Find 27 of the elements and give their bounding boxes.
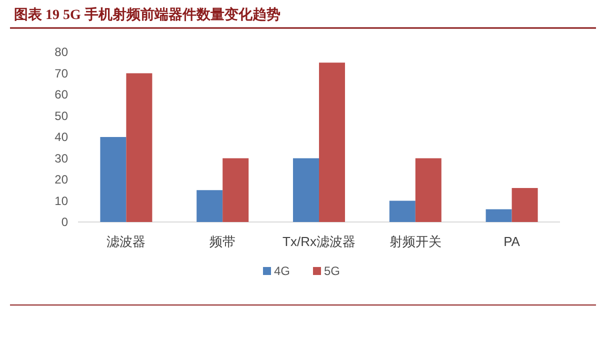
bar — [126, 73, 152, 222]
legend-label: 5G — [324, 264, 340, 278]
bar — [389, 200, 416, 222]
y-tick-label: 20 — [54, 172, 68, 186]
x-tick-label: 射频开关 — [389, 234, 442, 249]
bar — [319, 62, 345, 222]
y-tick-label: 80 — [54, 45, 68, 59]
chart-title: 图表 19 5G 手机射频前端器件数量变化趋势 — [14, 6, 280, 23]
y-tick-label: 10 — [54, 194, 68, 208]
legend-label: 4G — [274, 264, 290, 278]
y-tick-label: 70 — [54, 66, 68, 80]
bar — [100, 137, 126, 222]
y-tick-label: 0 — [61, 215, 68, 229]
y-tick-label: 60 — [54, 88, 68, 102]
bar — [196, 190, 223, 222]
x-tick-label: Tx/Rx滤波器 — [282, 234, 356, 249]
y-tick-label: 40 — [54, 130, 68, 144]
y-tick-label: 30 — [54, 151, 68, 166]
bar — [293, 158, 319, 222]
x-tick-label: 滤波器 — [106, 234, 146, 249]
x-tick-label: PA — [504, 234, 520, 249]
x-tick-label: 频带 — [210, 234, 236, 249]
bar — [415, 158, 442, 222]
bar — [512, 188, 538, 222]
y-tick-label: 50 — [54, 108, 68, 123]
bar — [222, 158, 249, 222]
bar — [486, 209, 512, 222]
